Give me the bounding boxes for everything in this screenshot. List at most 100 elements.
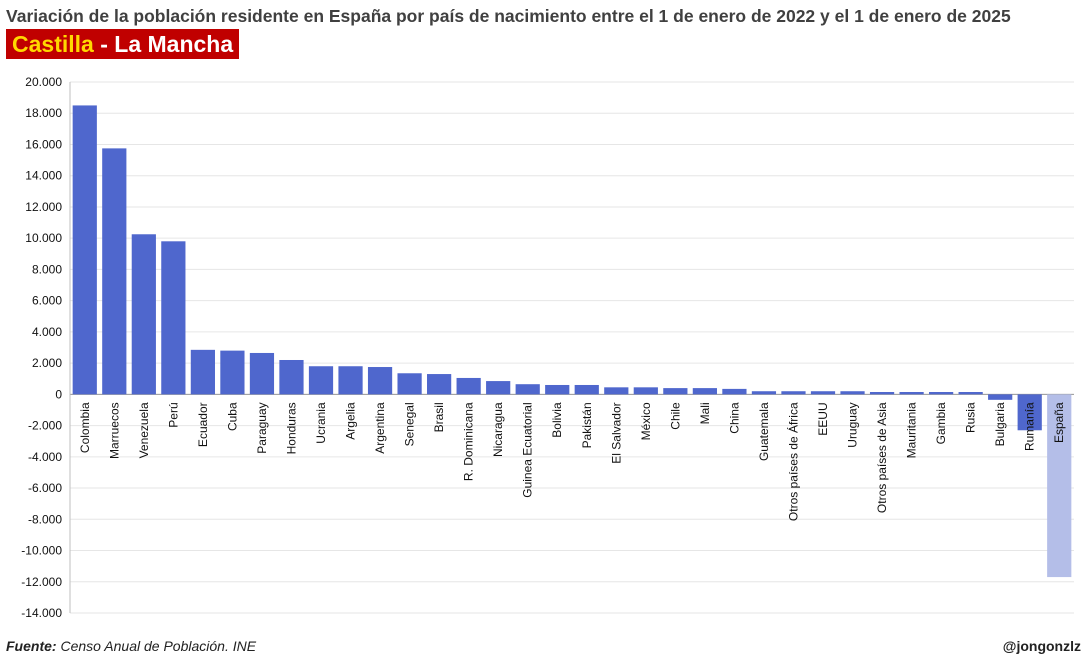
y-tick-label: -10.000 — [21, 544, 62, 558]
region-name-part2: La Mancha — [114, 31, 234, 57]
y-tick-label: 16.000 — [25, 137, 62, 151]
x-tick-label: Uruguay — [846, 402, 860, 447]
x-tick-label: Marruecos — [107, 402, 121, 459]
x-tick-label: Cuba — [225, 402, 239, 431]
source-label: Fuente: — [6, 638, 57, 654]
bar — [397, 373, 422, 395]
x-tick-label: México — [639, 402, 653, 440]
y-tick-label: -2.000 — [28, 419, 62, 433]
x-tick-label: Chile — [668, 402, 682, 430]
y-tick-label: 20.000 — [25, 75, 62, 89]
y-tick-label: 18.000 — [25, 106, 62, 120]
x-tick-label: Pakistán — [580, 402, 594, 448]
x-tick-label: Brasil — [432, 402, 446, 432]
x-tick-label: Senegal — [403, 402, 417, 446]
y-tick-label: 0 — [55, 387, 62, 401]
region-separator: - — [93, 31, 115, 57]
x-tick-label: Venezuela — [137, 402, 151, 458]
x-tick-label: Bolivia — [550, 402, 564, 438]
y-tick-label: 14.000 — [25, 169, 62, 183]
x-tick-label: Otros países de África — [785, 402, 800, 521]
bar — [810, 391, 836, 395]
x-tick-label: Bulgaria — [993, 402, 1007, 446]
author-handle: @jongonzlz — [1002, 638, 1081, 654]
bar — [692, 388, 717, 395]
x-tick-label: China — [727, 402, 741, 434]
x-tick-label: El Salvador — [609, 402, 623, 463]
bar — [427, 374, 452, 395]
x-tick-label: R. Dominicana — [462, 402, 476, 481]
y-tick-label: 12.000 — [25, 200, 62, 214]
bar — [722, 388, 747, 395]
x-tick-label: Nicaragua — [491, 402, 505, 457]
x-tick-label: Argelia — [344, 402, 358, 440]
bar — [751, 391, 777, 395]
bar — [220, 350, 245, 395]
y-tick-label: 10.000 — [25, 231, 62, 245]
bar — [633, 387, 658, 395]
bar — [869, 392, 895, 395]
bar — [899, 392, 924, 395]
bar — [663, 388, 688, 395]
bar — [338, 366, 363, 395]
bar — [1047, 394, 1072, 578]
x-tick-label: Ucrania — [314, 402, 328, 444]
bars-layer — [72, 105, 1072, 578]
region-badge: Castilla - La Mancha — [6, 29, 240, 59]
bar — [988, 394, 1013, 400]
x-tick-label: Rusia — [964, 402, 978, 433]
x-tick-label: Otros países de Asia — [875, 402, 889, 513]
bar — [161, 241, 186, 395]
y-tick-label: 4.000 — [32, 325, 62, 339]
y-axis: 20.000 18.000 16.000 14.000 12.000 10.000 8.00… — [21, 75, 71, 620]
chart-title: Variación de la población residente en E… — [6, 6, 1011, 26]
x-tick-label: Rumanía — [1023, 402, 1037, 451]
bar — [308, 366, 334, 395]
source-text: Censo Anual de Población. INE — [60, 638, 257, 654]
bar — [840, 391, 865, 395]
bar — [929, 392, 954, 395]
bar — [781, 391, 806, 395]
bar — [604, 387, 629, 395]
y-tick-label: 6.000 — [32, 294, 62, 308]
bar — [515, 384, 540, 395]
x-tick-label: Colombia — [78, 402, 92, 453]
x-tick-label: Gambia — [934, 402, 948, 444]
x-tick-label: Honduras — [284, 402, 298, 454]
y-tick-label: -14.000 — [21, 606, 62, 620]
grid-layer — [70, 81, 1074, 614]
x-tick-label: Mauritania — [905, 402, 919, 458]
bar — [190, 349, 215, 395]
bar — [574, 384, 599, 395]
bar — [545, 384, 570, 395]
x-tick-label: EEUU — [816, 402, 830, 435]
x-tick-label: Perú — [166, 402, 180, 427]
bar — [249, 352, 275, 395]
bar — [102, 148, 127, 395]
y-tick-label: -8.000 — [28, 512, 62, 526]
source-note: Fuente: Censo Anual de Población. INE — [6, 638, 256, 654]
y-tick-label: 8.000 — [32, 262, 62, 276]
bar — [1017, 394, 1042, 431]
bar — [958, 392, 983, 395]
bar — [72, 105, 97, 395]
y-tick-label: -4.000 — [28, 450, 62, 464]
y-tick-label: -12.000 — [21, 575, 62, 589]
bar — [456, 377, 481, 395]
x-tick-label: Argentina — [373, 402, 387, 454]
bar — [279, 359, 304, 395]
x-tick-label: Mali — [698, 402, 712, 424]
y-tick-label: 2.000 — [32, 356, 62, 370]
x-tick-label: Guatemala — [757, 402, 771, 461]
x-tick-label: España — [1052, 402, 1066, 443]
bar — [131, 234, 156, 395]
x-tick-label: Ecuador — [196, 402, 210, 447]
bar — [486, 381, 511, 395]
region-name-part1: Castilla — [12, 31, 94, 57]
x-tick-label: Paraguay — [255, 402, 269, 453]
x-tick-label: Guinea Ecuatorial — [521, 402, 535, 497]
bar — [367, 367, 393, 395]
x-axis: Colombia Marruecos Venezuela Perú Ecuador Cub… — [78, 402, 1066, 521]
y-tick-label: -6.000 — [28, 481, 62, 495]
